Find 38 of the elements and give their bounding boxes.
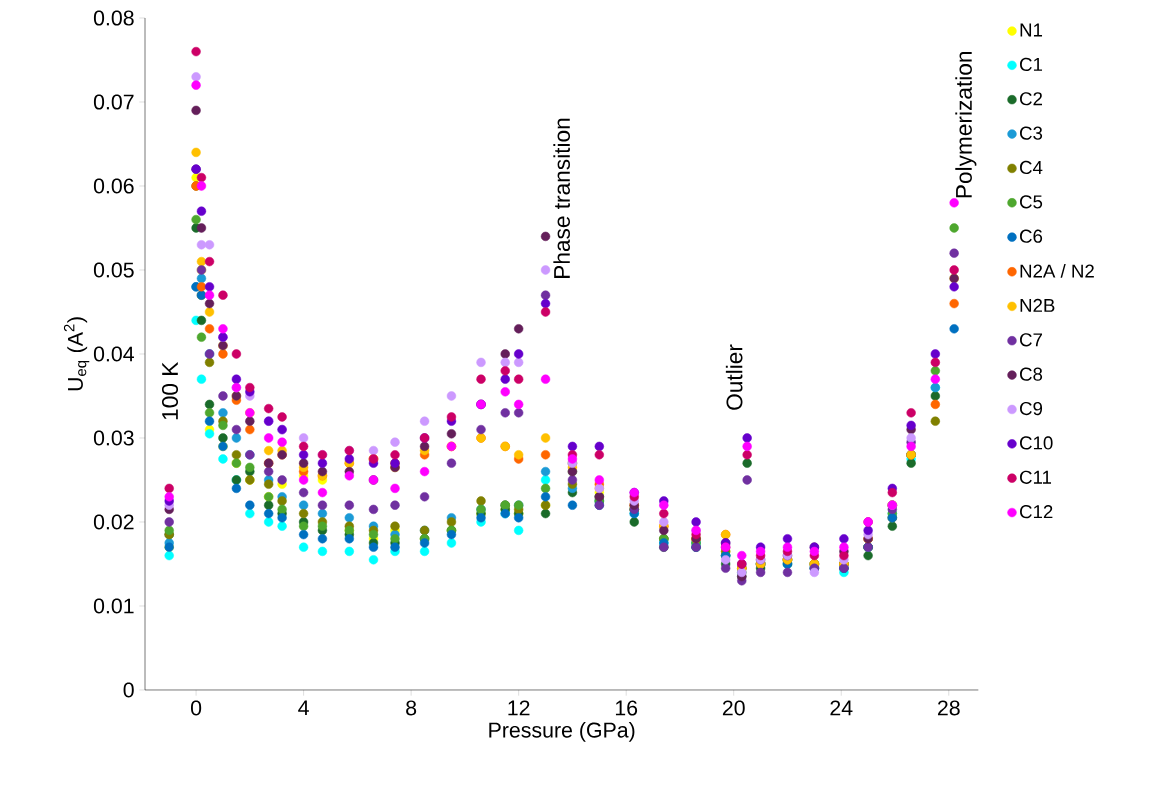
y-tick-label: 0 <box>123 682 134 698</box>
y-tick-label: 0.07 <box>93 94 134 110</box>
legend-label: C5 <box>1020 195 1043 209</box>
legend-label: C2 <box>1020 92 1042 106</box>
y-axis-title: U$_{eq}$ (A$^{2}$) <box>63 317 90 391</box>
y-tick-label: 0.03 <box>93 430 134 446</box>
y-tick-label: 0.01 <box>93 598 134 614</box>
x-tick-label: 4 <box>298 700 309 716</box>
x-tick-label: 24 <box>830 700 853 716</box>
annotation: 100 K <box>161 361 179 420</box>
y-tick-label: 0.05 <box>93 262 134 278</box>
legend-label: C10 <box>1020 436 1053 450</box>
x-tick-label: 8 <box>406 700 417 716</box>
y-tick-label: 0.08 <box>93 10 134 26</box>
legend-label: C3 <box>1020 126 1043 140</box>
legend-label: N1 <box>1020 23 1043 37</box>
legend-label: C11 <box>1020 470 1052 484</box>
legend-label: C7 <box>1020 333 1042 347</box>
x-axis-title: Pressure (GPa) <box>489 721 635 742</box>
annotation: Phase transition <box>553 118 570 278</box>
legend-label: C12 <box>1020 505 1053 519</box>
legend-label: N2B <box>1020 298 1055 312</box>
legend-label: C9 <box>1020 401 1043 416</box>
x-tick-label: 12 <box>508 700 530 716</box>
annotation: Outlier <box>725 344 743 410</box>
x-tick-label: 20 <box>722 700 745 716</box>
legend-label: C6 <box>1020 229 1043 243</box>
y-tick-label: 0.02 <box>93 514 134 530</box>
legend-label: C1 <box>1020 57 1043 71</box>
y-tick-label: 0.06 <box>93 178 134 194</box>
x-tick-label: 16 <box>615 700 638 716</box>
legend-label: N2A / N2 <box>1020 263 1094 278</box>
x-tick-label: 0 <box>190 700 202 716</box>
x-tick-label: 28 <box>937 700 960 716</box>
legend-label: C8 <box>1020 367 1043 381</box>
annotation: Polymerization <box>955 52 977 198</box>
y-tick-label: 0.04 <box>93 346 134 362</box>
legend-label: C4 <box>1020 160 1043 175</box>
